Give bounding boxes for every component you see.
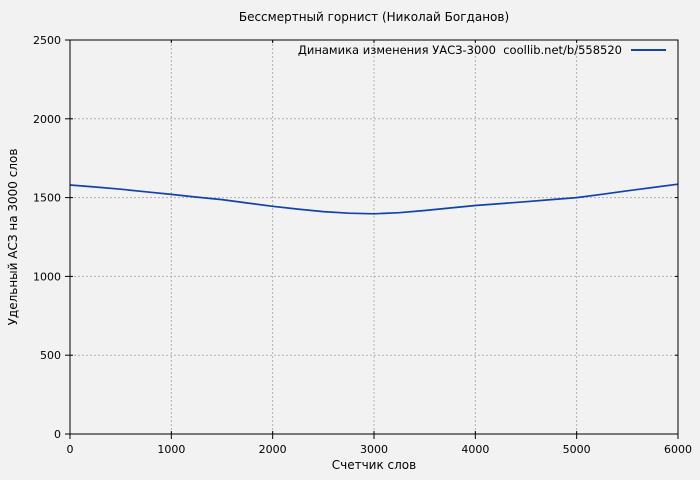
chart-title: Бессмертный горнист (Николай Богданов) bbox=[238, 10, 510, 24]
x-tick-label: 6000 bbox=[664, 443, 692, 456]
x-tick-label: 2000 bbox=[259, 443, 287, 456]
y-tick-label: 1000 bbox=[33, 270, 61, 283]
y-tick-label: 1500 bbox=[33, 192, 61, 205]
x-tick-label: 5000 bbox=[563, 443, 591, 456]
x-axis-label: Счетчик слов bbox=[331, 458, 417, 472]
plot-border bbox=[69, 39, 679, 435]
legend-label: Динамика изменения УАСЗ-3000 coollib.net… bbox=[297, 43, 622, 57]
y-tick-label: 500 bbox=[40, 349, 61, 362]
legend: Динамика изменения УАСЗ-3000 coollib.net… bbox=[298, 43, 666, 57]
x-tick-label: 3000 bbox=[360, 443, 388, 456]
y-tick-label: 2500 bbox=[33, 34, 61, 47]
x-tick-label: 4000 bbox=[461, 443, 489, 456]
legend-line-sample bbox=[631, 49, 666, 51]
x-tick-label: 0 bbox=[67, 443, 74, 456]
y-tick-label: 0 bbox=[54, 428, 61, 441]
series-line bbox=[69, 183, 679, 215]
x-tick-label: 1000 bbox=[157, 443, 185, 456]
y-tick-label: 2000 bbox=[33, 113, 61, 126]
